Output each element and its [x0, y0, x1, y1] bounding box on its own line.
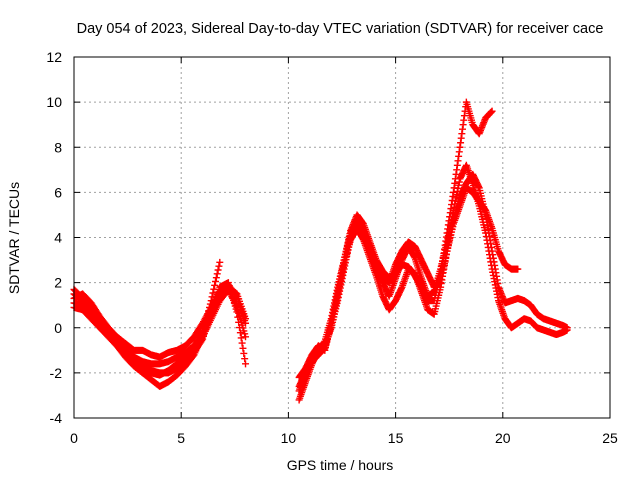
y-tick-label: 12 — [46, 49, 62, 65]
data-point — [211, 281, 219, 289]
data-point — [210, 285, 218, 293]
data-point — [206, 303, 214, 311]
data-point — [216, 258, 224, 266]
data-point — [236, 324, 244, 332]
data-point — [563, 324, 571, 332]
grid-lines — [74, 57, 610, 418]
data-point — [238, 339, 246, 347]
y-axis-label: SDTVAR / TECUs — [6, 182, 22, 294]
data-point — [233, 308, 241, 316]
chart-title: Day 054 of 2023, Sidereal Day-to-day VTE… — [77, 21, 604, 37]
series-track-i — [295, 184, 522, 390]
data-point — [242, 360, 250, 368]
data-point — [488, 107, 496, 115]
y-tick-label: 6 — [54, 184, 62, 200]
data-point — [237, 334, 245, 342]
x-tick-label: 0 — [70, 430, 78, 446]
data-point — [203, 314, 211, 322]
x-tick-label: 5 — [177, 430, 185, 446]
data-point — [206, 300, 214, 308]
data-point — [199, 331, 207, 339]
y-tick-label: -4 — [50, 410, 63, 426]
data-point — [209, 289, 217, 297]
data-point — [207, 297, 215, 305]
x-tick-label: 10 — [281, 430, 297, 446]
data-point — [242, 333, 250, 341]
x-tick-label: 25 — [602, 430, 618, 446]
y-tick-label: 4 — [54, 230, 62, 246]
data-point — [239, 344, 247, 352]
data-point — [205, 307, 213, 315]
data-point — [234, 313, 242, 321]
data-point — [200, 324, 208, 332]
data-point — [215, 262, 223, 270]
y-tick-label: -2 — [50, 365, 63, 381]
x-tick-label: 20 — [495, 430, 511, 446]
data-point — [208, 293, 216, 301]
data-point — [235, 318, 243, 326]
data-point — [214, 266, 222, 274]
data-point — [212, 277, 220, 285]
series-track-e — [70, 258, 224, 390]
data-point — [514, 265, 522, 273]
data-point — [241, 355, 249, 363]
x-tick-label: 15 — [388, 430, 404, 446]
data-point — [212, 274, 220, 282]
y-tick-label: 2 — [54, 275, 62, 291]
data-point — [236, 329, 244, 337]
data-point — [213, 270, 221, 278]
data-point — [204, 310, 212, 318]
data-point — [201, 320, 209, 328]
axis-ticks: 0 5 10 15 20 25 -4 -2 0 2 4 6 8 10 12 — [46, 49, 618, 446]
y-tick-label: 8 — [54, 139, 62, 155]
y-tick-label: 10 — [46, 94, 62, 110]
data-point — [240, 349, 248, 357]
data-point — [202, 317, 210, 325]
y-tick-label: 0 — [54, 320, 62, 336]
x-axis-label: GPS time / hours — [287, 457, 394, 473]
data-point — [199, 327, 207, 335]
